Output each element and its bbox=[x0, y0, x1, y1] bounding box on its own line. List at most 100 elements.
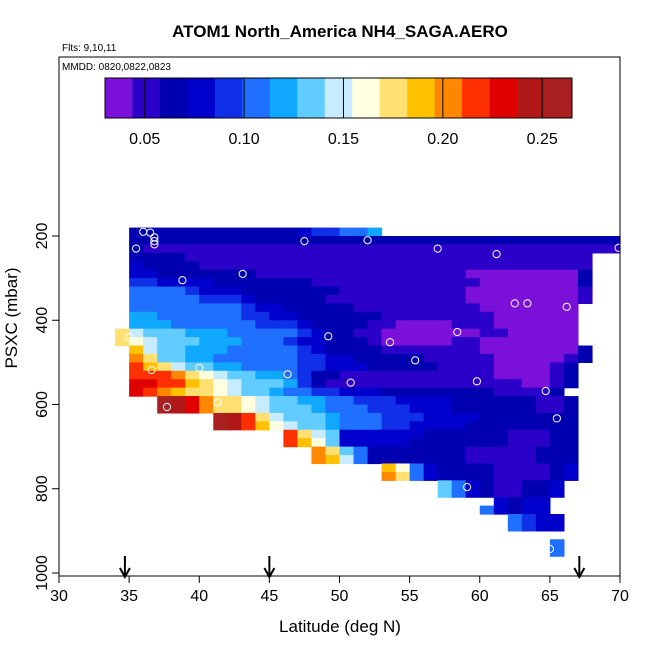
x-tick-label: 65 bbox=[541, 588, 559, 605]
heatmap-cell bbox=[353, 379, 369, 389]
heatmap-cell bbox=[339, 345, 355, 355]
heatmap-cell bbox=[605, 244, 621, 254]
heatmap-cell bbox=[185, 404, 200, 414]
heatmap-cell bbox=[381, 396, 397, 406]
arrow-head bbox=[573, 567, 586, 580]
heatmap-cell bbox=[493, 480, 509, 490]
heatmap-cell bbox=[157, 362, 172, 372]
heatmap-cell bbox=[521, 286, 537, 296]
heatmap-cell bbox=[563, 244, 579, 254]
heatmap-cell bbox=[311, 446, 327, 456]
heatmap-cell bbox=[479, 370, 495, 380]
heatmap-cell bbox=[185, 278, 200, 288]
heatmap-cell bbox=[549, 244, 565, 254]
heatmap-cell bbox=[367, 379, 383, 389]
heatmap-cell bbox=[325, 345, 341, 355]
heatmap-cell bbox=[129, 337, 144, 347]
heatmap-cell bbox=[437, 429, 453, 439]
heatmap-cell bbox=[479, 311, 495, 321]
heatmap-cell bbox=[479, 328, 495, 338]
heatmap-cell bbox=[563, 412, 579, 422]
heatmap-cell bbox=[227, 337, 242, 347]
heatmap-cell bbox=[143, 278, 158, 288]
heatmap-cell bbox=[157, 311, 172, 321]
heatmap-cell bbox=[451, 438, 467, 448]
heatmap-cell bbox=[577, 286, 593, 296]
heatmap-cell bbox=[521, 269, 537, 279]
heatmap-cell bbox=[311, 337, 327, 347]
heatmap-cell bbox=[479, 387, 495, 397]
heatmap-cell bbox=[605, 236, 621, 246]
heatmap-cell bbox=[451, 286, 467, 296]
dates-label: MMDD: 0820,0822,0823 bbox=[62, 62, 171, 73]
heatmap-cell bbox=[451, 455, 467, 465]
heatmap-cell bbox=[437, 353, 453, 363]
heatmap-cell bbox=[241, 278, 256, 288]
heatmap-cell bbox=[311, 404, 327, 414]
heatmap-cell bbox=[283, 252, 299, 262]
heatmap-cell bbox=[311, 345, 327, 355]
heatmap-cell bbox=[255, 236, 270, 246]
sample-circle bbox=[150, 240, 159, 249]
heatmap-cell bbox=[241, 269, 256, 279]
heatmap-cell bbox=[535, 488, 551, 498]
heatmap-cell bbox=[381, 362, 397, 372]
heatmap-cell bbox=[227, 236, 242, 246]
heatmap-cell bbox=[213, 278, 228, 288]
heatmap-cell bbox=[479, 379, 495, 389]
heatmap-cell bbox=[549, 337, 565, 347]
heatmap-cell bbox=[129, 311, 144, 321]
heatmap-cell bbox=[311, 244, 327, 254]
heatmap-cell bbox=[269, 244, 285, 254]
heatmap-cell bbox=[451, 387, 467, 397]
heatmap-cell bbox=[255, 353, 270, 363]
heatmap-cell bbox=[269, 370, 285, 380]
heatmap-cell bbox=[577, 294, 593, 305]
heatmap-cell bbox=[171, 345, 186, 355]
heatmap-cell bbox=[325, 278, 341, 288]
sample-circle bbox=[463, 483, 472, 492]
heatmap-cell bbox=[171, 311, 186, 321]
heatmap-cell bbox=[479, 404, 495, 414]
heatmap-cell bbox=[297, 345, 313, 355]
heatmap-cell bbox=[213, 387, 228, 397]
heatmap-cell bbox=[143, 244, 158, 254]
heatmap-cell bbox=[185, 269, 200, 279]
heatmap-cell bbox=[185, 337, 200, 347]
heatmap-cell bbox=[143, 370, 158, 380]
heatmap-cell bbox=[157, 337, 172, 347]
heatmap-cell bbox=[157, 379, 172, 389]
colorbar-segment bbox=[269, 78, 298, 118]
heatmap-cell bbox=[297, 353, 313, 363]
heatmap-cell bbox=[395, 471, 411, 481]
heatmap-cell bbox=[353, 429, 369, 439]
heatmap-cell bbox=[549, 387, 565, 397]
sample-circle bbox=[562, 302, 571, 311]
heatmap-cell bbox=[493, 345, 509, 355]
heatmap-cell bbox=[185, 236, 200, 246]
heatmap-cell bbox=[507, 370, 523, 380]
heatmap-cell bbox=[213, 362, 228, 372]
heatmap-cell bbox=[479, 505, 495, 515]
heatmap-cell bbox=[423, 311, 439, 321]
heatmap-cell bbox=[311, 412, 327, 422]
heatmap-cell bbox=[283, 311, 299, 321]
heatmap-cell bbox=[395, 362, 411, 372]
heatmap-cell bbox=[213, 286, 228, 296]
heatmap-cell bbox=[451, 353, 467, 363]
x-axis-label: Latitude (deg N) bbox=[279, 617, 401, 636]
heatmap-cell bbox=[311, 294, 327, 305]
heatmap-cell bbox=[241, 412, 256, 422]
heatmap-cell bbox=[437, 387, 453, 397]
heatmap-cell bbox=[521, 303, 537, 313]
heatmap-cell bbox=[367, 438, 383, 448]
heatmap-cell bbox=[493, 471, 509, 481]
heatmap-cell bbox=[283, 236, 299, 246]
heatmap-cell bbox=[297, 320, 313, 330]
heatmap-cell bbox=[381, 252, 397, 262]
heatmap-cell bbox=[563, 252, 579, 262]
heatmap-cell bbox=[437, 345, 453, 355]
heatmap-cell bbox=[157, 227, 172, 237]
heatmap-cell bbox=[157, 328, 172, 338]
heatmap-cell bbox=[339, 455, 355, 465]
